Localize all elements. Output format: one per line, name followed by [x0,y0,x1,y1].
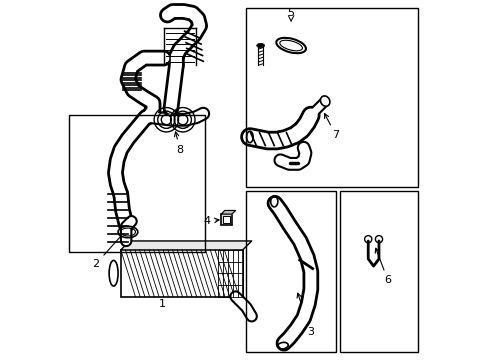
Polygon shape [121,241,251,250]
Text: 8: 8 [174,132,183,154]
Text: 4: 4 [203,216,219,226]
Ellipse shape [256,43,264,48]
Text: 6: 6 [374,248,390,285]
Bar [246,191,335,352]
Bar [223,216,230,223]
Bar [221,214,231,225]
Ellipse shape [109,260,118,286]
Bar [339,191,418,352]
Ellipse shape [320,96,329,106]
Bar [246,8,418,187]
Text: 3: 3 [296,293,314,337]
Bar [69,116,204,252]
Polygon shape [221,211,235,214]
Text: 7: 7 [324,114,339,140]
Text: 2: 2 [92,233,123,269]
Bar [121,250,242,297]
Text: 5: 5 [287,8,294,18]
Text: 1: 1 [158,272,174,309]
